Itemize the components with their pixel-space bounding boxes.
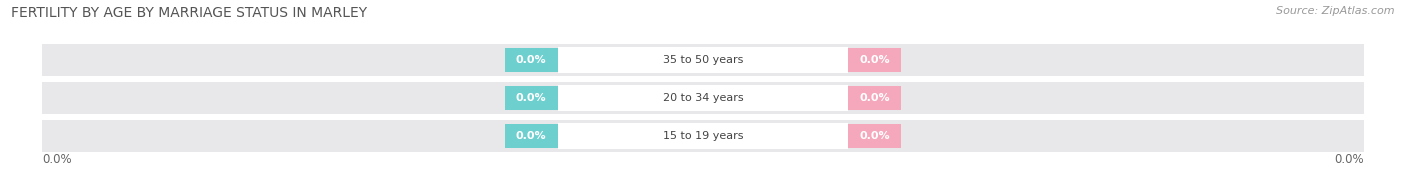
Bar bbox=[848, 48, 901, 72]
Text: FERTILITY BY AGE BY MARRIAGE STATUS IN MARLEY: FERTILITY BY AGE BY MARRIAGE STATUS IN M… bbox=[11, 6, 367, 20]
Text: 0.0%: 0.0% bbox=[859, 93, 890, 103]
Text: 0.0%: 0.0% bbox=[859, 131, 890, 141]
Bar bbox=[848, 86, 901, 110]
Bar bbox=[505, 86, 558, 110]
Text: 0.0%: 0.0% bbox=[1334, 153, 1364, 166]
Bar bbox=[848, 124, 901, 148]
Text: 0.0%: 0.0% bbox=[42, 153, 72, 166]
Text: 15 to 19 years: 15 to 19 years bbox=[662, 131, 744, 141]
Bar bbox=[42, 120, 1364, 152]
Text: 0.0%: 0.0% bbox=[516, 131, 547, 141]
Text: 20 to 34 years: 20 to 34 years bbox=[662, 93, 744, 103]
Bar bbox=[558, 47, 848, 73]
Text: 0.0%: 0.0% bbox=[859, 55, 890, 65]
Bar bbox=[42, 82, 1364, 114]
Text: 0.0%: 0.0% bbox=[516, 93, 547, 103]
Text: 0.0%: 0.0% bbox=[516, 55, 547, 65]
Bar bbox=[558, 123, 848, 149]
Bar bbox=[558, 85, 848, 111]
Bar bbox=[42, 44, 1364, 76]
Text: 35 to 50 years: 35 to 50 years bbox=[662, 55, 744, 65]
Text: Source: ZipAtlas.com: Source: ZipAtlas.com bbox=[1277, 6, 1395, 16]
Bar bbox=[505, 48, 558, 72]
Bar bbox=[505, 124, 558, 148]
